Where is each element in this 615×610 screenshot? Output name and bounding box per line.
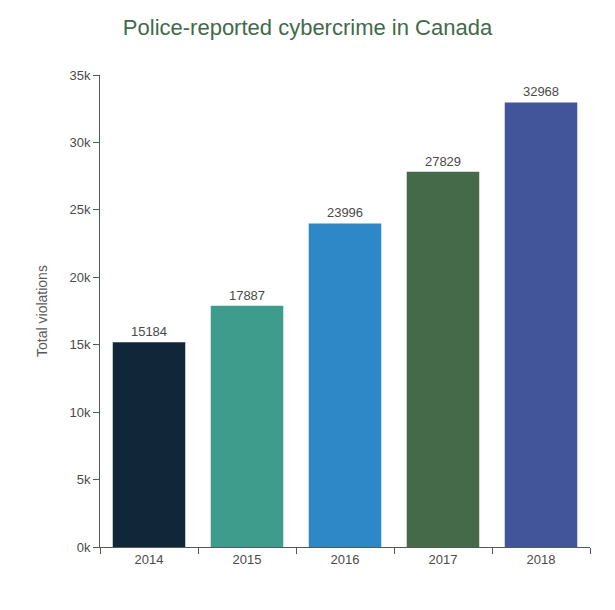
svg-text:32968: 32968 [523,84,559,99]
svg-text:2015: 2015 [233,552,262,567]
svg-text:5k: 5k [77,472,91,487]
svg-text:2018: 2018 [527,552,556,567]
svg-text:35k: 35k [69,68,90,83]
svg-text:15184: 15184 [131,324,167,339]
svg-text:20k: 20k [69,270,90,285]
svg-text:10k: 10k [69,405,90,420]
svg-text:2016: 2016 [331,552,360,567]
svg-text:17887: 17887 [229,288,265,303]
svg-text:23996: 23996 [327,205,363,220]
svg-text:Total violations: Total violations [34,265,50,357]
svg-text:27829: 27829 [425,154,461,169]
svg-text:25k: 25k [69,202,90,217]
svg-text:0k: 0k [77,540,91,555]
svg-text:Police-reported cybercrime in: Police-reported cybercrime in Canada [123,15,493,40]
svg-text:15k: 15k [69,337,90,352]
svg-text:2014: 2014 [135,552,164,567]
svg-text:30k: 30k [69,135,90,150]
svg-text:2017: 2017 [429,552,458,567]
